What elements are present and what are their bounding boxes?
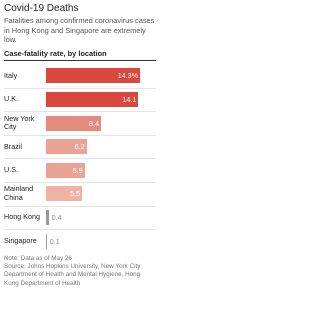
row-separator (4, 134, 156, 136)
row-separator (4, 182, 156, 183)
plot-area: Italy 14.3% U.K. 14.1 New York City 8.4 Brazil… (0, 62, 160, 252)
row-separator (4, 111, 156, 113)
bar (46, 91, 139, 107)
page: {"chart_data": {"type": "bar", "orientat… (0, 3, 160, 287)
bar (46, 233, 47, 249)
category-label: U.K. (4, 94, 18, 104)
value-label: 14.1 (122, 94, 137, 104)
header-rule (4, 60, 156, 61)
bar (46, 209, 49, 225)
row-separator (4, 205, 156, 207)
note: Note: Data as of May 26 (4, 255, 72, 262)
value-label: 0.4 (51, 212, 62, 222)
category-label: Singapore (4, 236, 37, 245)
source: Source: Johns Hopkins University, New Yo… (4, 263, 141, 287)
bar (46, 162, 85, 178)
category-label: Mainland China (4, 184, 34, 202)
category-label: New York City (4, 113, 35, 131)
row-separator (4, 87, 156, 89)
row-separator (4, 229, 156, 231)
value-label: 5.9 (72, 165, 83, 175)
chart-title: Covid-19 Deaths (4, 3, 79, 14)
bar (46, 68, 140, 84)
bar (46, 115, 102, 131)
value-label: 8.4 (89, 118, 100, 128)
axis-title: Case-fatality rate, by location (4, 49, 107, 58)
value-label: 0.1 (49, 236, 60, 246)
chart-subtitle: Fatalities among confirmed coronavirus c… (4, 16, 155, 45)
category-label: Italy (4, 70, 18, 80)
value-label: 14.3% (117, 71, 139, 81)
category-label: Hong Kong (4, 212, 40, 222)
row-separator (4, 158, 156, 160)
category-label: Brazil (4, 141, 22, 151)
bar (46, 186, 83, 202)
category-label: U.S. (4, 165, 18, 175)
bar (46, 139, 87, 155)
value-label: 6.2 (74, 142, 85, 152)
value-label: 5.5 (70, 189, 81, 199)
